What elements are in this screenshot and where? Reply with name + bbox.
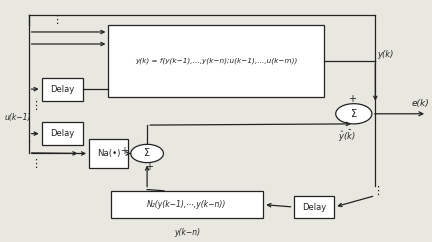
Text: -: - xyxy=(348,124,351,134)
Text: ⋮: ⋮ xyxy=(372,186,383,196)
Text: $\Sigma$: $\Sigma$ xyxy=(143,146,151,158)
Text: ⋮: ⋮ xyxy=(29,101,41,111)
Text: +: + xyxy=(145,162,153,172)
Text: y(k−n): y(k−n) xyxy=(174,228,200,237)
FancyBboxPatch shape xyxy=(111,191,264,219)
Text: y(k) = f(y(k−1),…,y(k−n);u(k−1),…,u(k−m)): y(k) = f(y(k−1),…,y(k−n);u(k−1),…,u(k−m)… xyxy=(135,58,297,64)
Text: Delay: Delay xyxy=(302,203,326,212)
Text: N₂(y(k−1),⋯,y(k−n)): N₂(y(k−1),⋯,y(k−n)) xyxy=(147,200,227,209)
Circle shape xyxy=(336,104,372,124)
Text: y(k): y(k) xyxy=(378,50,394,59)
FancyBboxPatch shape xyxy=(41,122,83,145)
Text: ⋮: ⋮ xyxy=(29,159,41,169)
FancyBboxPatch shape xyxy=(293,196,334,219)
Text: +: + xyxy=(348,94,356,104)
FancyBboxPatch shape xyxy=(89,139,128,168)
Text: ⋮: ⋮ xyxy=(51,15,62,25)
Text: $\Sigma$: $\Sigma$ xyxy=(350,106,358,119)
Text: +: + xyxy=(120,146,128,156)
Text: Delay: Delay xyxy=(50,129,74,138)
FancyBboxPatch shape xyxy=(41,78,83,100)
Text: Delay: Delay xyxy=(50,85,74,94)
Text: e(k): e(k) xyxy=(411,99,429,108)
Text: Na(•): Na(•) xyxy=(97,149,120,158)
Circle shape xyxy=(131,144,163,163)
FancyBboxPatch shape xyxy=(108,25,324,97)
Text: $\hat{y}$(k): $\hat{y}$(k) xyxy=(339,130,356,144)
Text: u(k−1): u(k−1) xyxy=(5,113,32,122)
